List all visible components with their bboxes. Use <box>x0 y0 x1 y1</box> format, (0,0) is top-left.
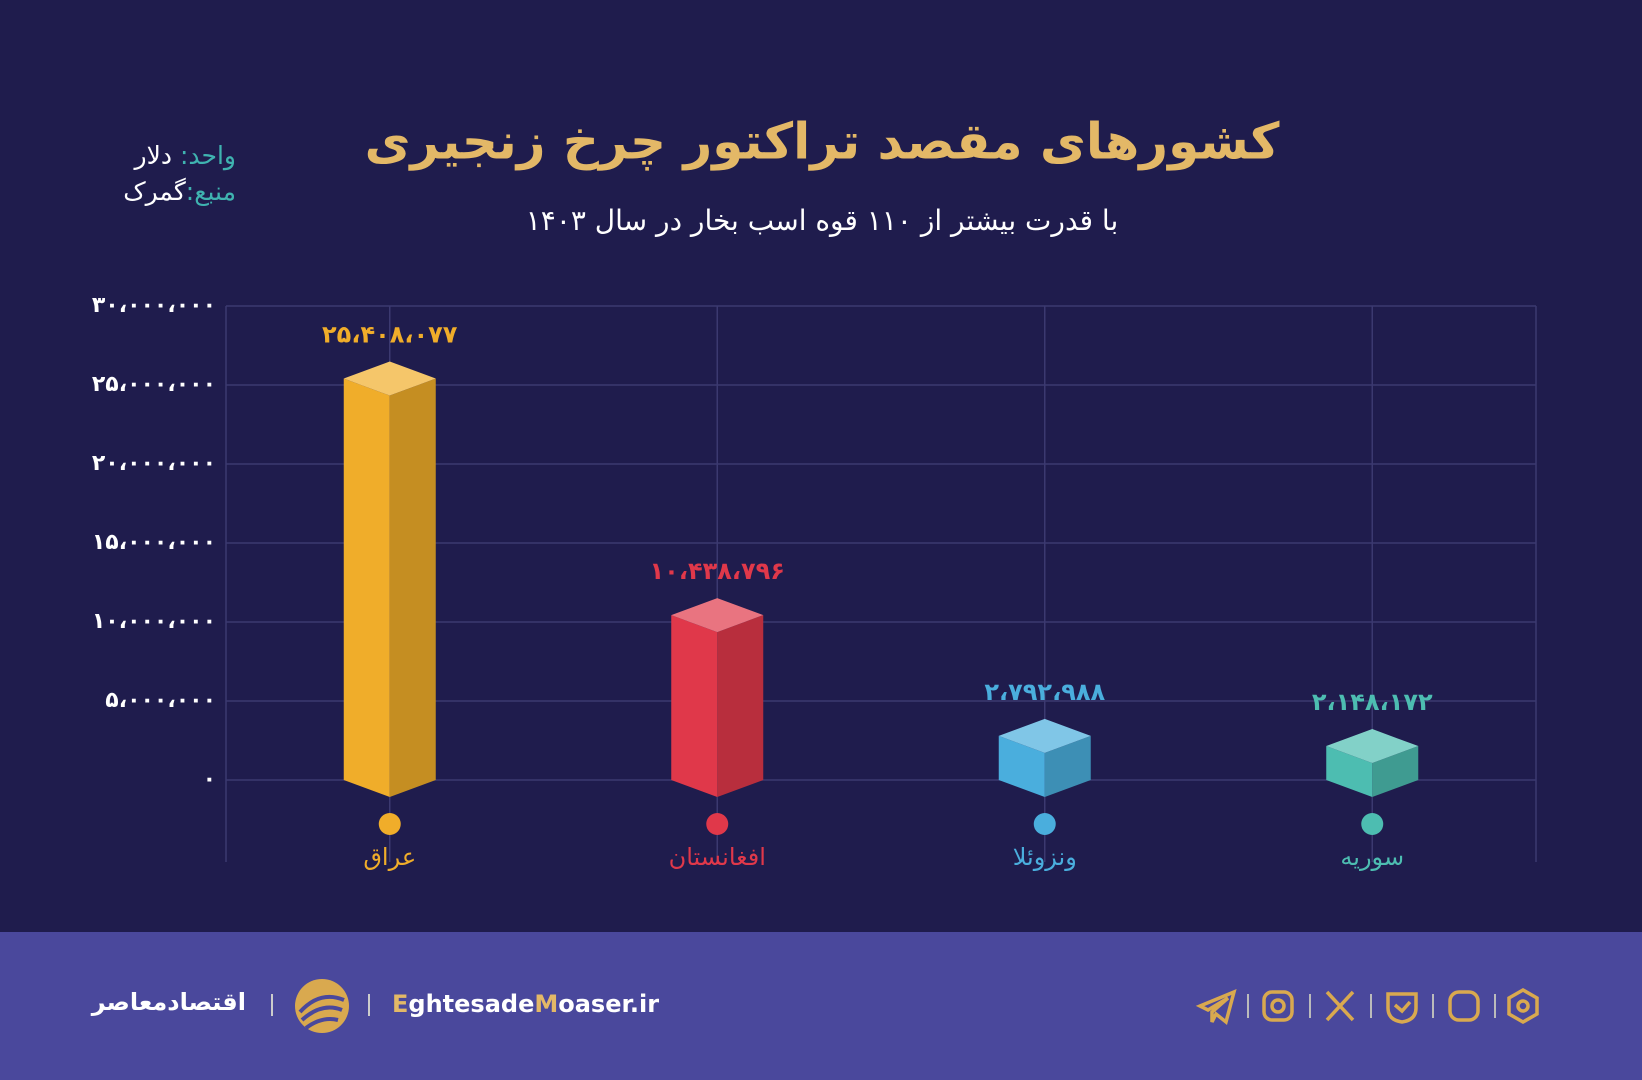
value-label: ۱۰،۴۳۸،۷۹۶ <box>650 557 785 585</box>
y-tick-label: ۱۰،۰۰۰،۰۰۰ <box>92 609 216 634</box>
icon-separators <box>1247 994 1496 1018</box>
value-label: ۲۵،۴۰۸،۰۷۷ <box>322 321 458 349</box>
unit-note: واحد: دلار منبع:گمرک <box>123 138 236 210</box>
site-part: oaser.ir <box>558 990 660 1018</box>
bar-front-right <box>389 378 436 797</box>
y-tick-label: ۱۵،۰۰۰،۰۰۰ <box>92 530 216 555</box>
instagram-icon <box>1262 990 1294 1022</box>
value-label: ۲،۱۴۸،۱۷۲ <box>1312 688 1433 716</box>
bar-front-right <box>1044 735 1091 797</box>
icon-dot <box>1516 999 1530 1013</box>
source: گمرک <box>123 177 186 206</box>
legend-dot <box>378 813 401 835</box>
bar <box>671 598 764 797</box>
legend-dot <box>1033 813 1056 835</box>
legend-dot <box>1361 813 1384 835</box>
logo <box>295 979 349 1033</box>
icon <box>1448 990 1480 1022</box>
x-tick-label: ونزوئلا <box>1013 843 1077 871</box>
x-tick-label: سوریه <box>1340 843 1404 871</box>
site-part: ghtesade <box>408 990 535 1018</box>
unit: دلار <box>134 141 173 170</box>
bar <box>1326 729 1419 797</box>
bar-top <box>998 718 1091 753</box>
source-row: منبع:گمرک <box>123 174 236 210</box>
bar-top <box>1326 729 1419 764</box>
chart-title: کشورهای مقصد تراکتور چرخ زنجیری <box>365 113 1281 172</box>
x-tick-label: عراق <box>363 843 416 871</box>
bar-top <box>671 598 764 633</box>
x-tick-label: افغانستان <box>669 843 766 871</box>
bar-top <box>343 361 436 396</box>
bar-front-left <box>998 735 1045 797</box>
instagram-lens <box>1270 998 1286 1014</box>
bar <box>343 361 436 797</box>
site-part: M <box>534 990 559 1018</box>
y-tick-label: ۵،۰۰۰،۰۰۰ <box>105 688 216 713</box>
bar-front-left <box>1326 746 1373 797</box>
bar-front-right <box>717 615 764 797</box>
social-icons <box>1195 987 1539 1026</box>
bar <box>998 718 1091 797</box>
y-tick-label: ۳۰،۰۰۰،۰۰۰ <box>92 293 216 318</box>
unit-label: واحد: <box>179 141 236 170</box>
source-label: منبع: <box>185 177 236 206</box>
y-tick-label: ۰ <box>203 767 216 792</box>
brand: اقتصادمعاصر <box>91 988 246 1016</box>
bar-front-left <box>343 378 390 797</box>
site-part: E <box>392 990 409 1018</box>
value-label: ۲،۷۹۲،۹۸۸ <box>984 678 1105 706</box>
bar-front-right <box>1372 746 1419 797</box>
footer-band <box>0 932 1642 1080</box>
telegram-icon <box>1195 989 1237 1026</box>
bar-front-left <box>671 615 718 797</box>
x-icon <box>1325 990 1355 1022</box>
y-tick-label: ۲۰،۰۰۰،۰۰۰ <box>92 451 216 476</box>
icon <box>1507 987 1539 1025</box>
legend-dot <box>706 813 729 835</box>
icon <box>1386 992 1418 1024</box>
unit-row: واحد: دلار <box>123 138 236 174</box>
y-tick-label: ۲۵،۰۰۰،۰۰۰ <box>92 372 216 397</box>
chart-subtitle: با قدرت بیشتر از ۱۱۰ قوه اسب بخار در سال… <box>526 204 1119 237</box>
logo-mark <box>298 995 345 1030</box>
site: EghtesadeMoaser.ir <box>392 990 659 1018</box>
